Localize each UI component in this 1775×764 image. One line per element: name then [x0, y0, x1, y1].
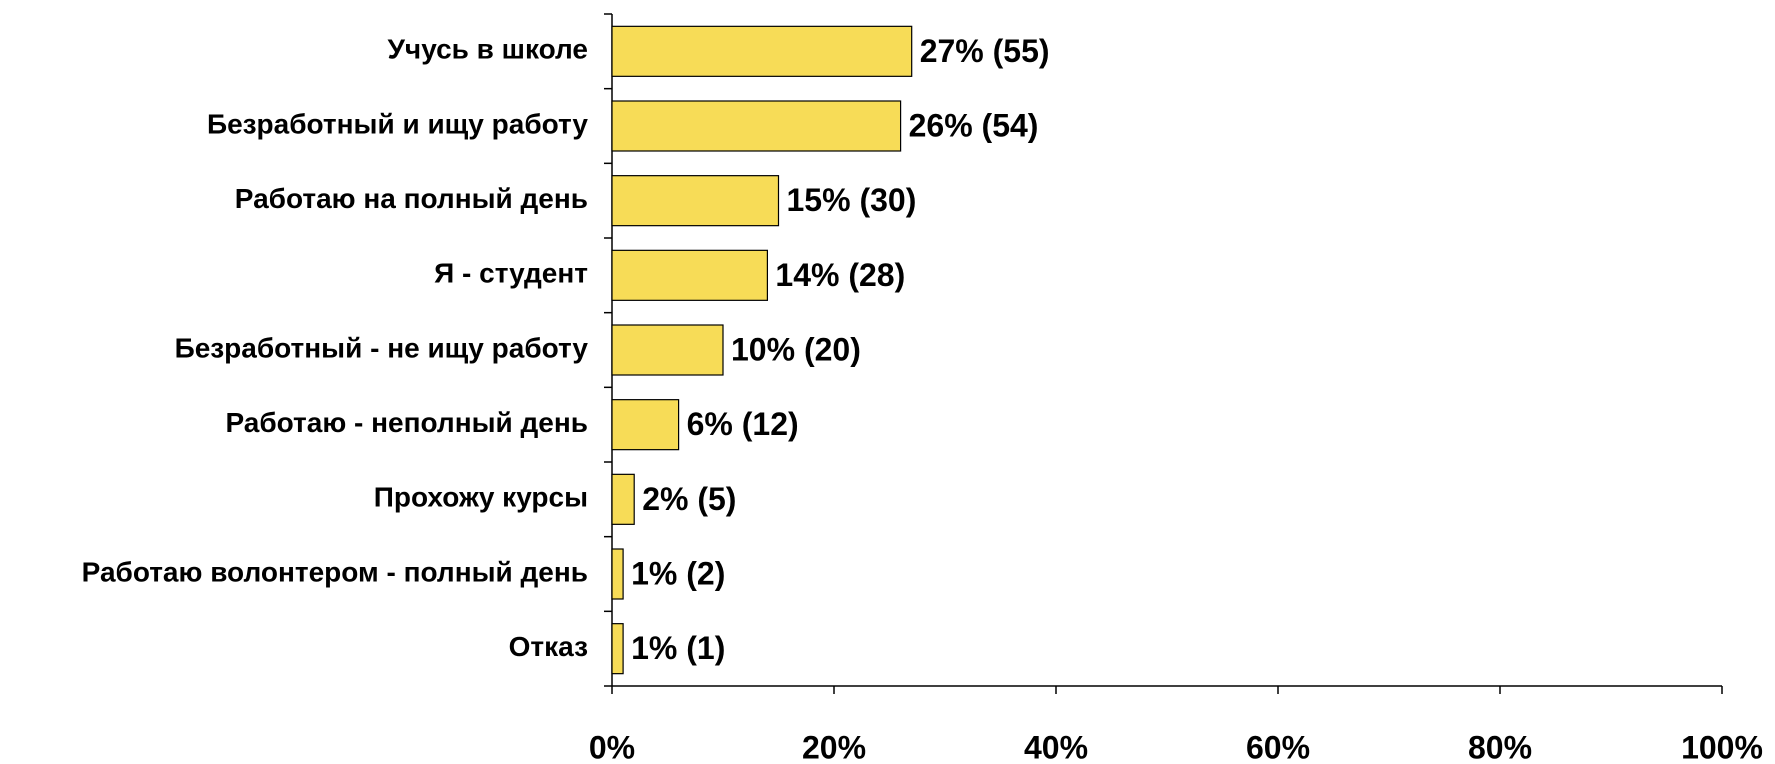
x-tick-label: 60% [1246, 729, 1310, 764]
value-label: 1% (1) [631, 630, 725, 666]
category-label: Безработный - не ищу работу [175, 332, 589, 363]
x-tick-label: 0% [589, 729, 635, 764]
category-label: Работаю волонтером - полный день [82, 556, 588, 587]
bar [611, 324, 724, 376]
value-label: 6% (12) [687, 406, 799, 442]
value-label: 14% (28) [775, 257, 905, 293]
category-label: Учусь в школе [388, 34, 588, 65]
category-label: Работаю - неполный день [225, 407, 588, 438]
bar [611, 399, 680, 451]
bar [611, 473, 635, 525]
value-label: 27% (55) [920, 33, 1050, 69]
bar [611, 623, 624, 675]
category-label: Прохожу курсы [374, 482, 588, 513]
x-tick-label: 80% [1468, 729, 1532, 764]
category-label: Я - студент [434, 258, 588, 289]
bar [611, 249, 768, 301]
x-tick-label: 40% [1024, 729, 1088, 764]
category-label: Работаю на полный день [235, 183, 588, 214]
bar [611, 100, 902, 152]
value-label: 15% (30) [787, 182, 917, 218]
value-label: 2% (5) [642, 481, 736, 517]
value-label: 1% (2) [631, 555, 725, 591]
x-tick-label: 100% [1681, 729, 1763, 764]
bar [611, 548, 624, 600]
category-label: Безработный и ищу работу [207, 108, 588, 139]
category-label: Отказ [509, 631, 588, 662]
bar [611, 175, 780, 227]
value-label: 26% (54) [909, 107, 1039, 143]
value-label: 10% (20) [731, 331, 861, 367]
bar [611, 25, 913, 77]
x-tick-label: 20% [802, 729, 866, 764]
